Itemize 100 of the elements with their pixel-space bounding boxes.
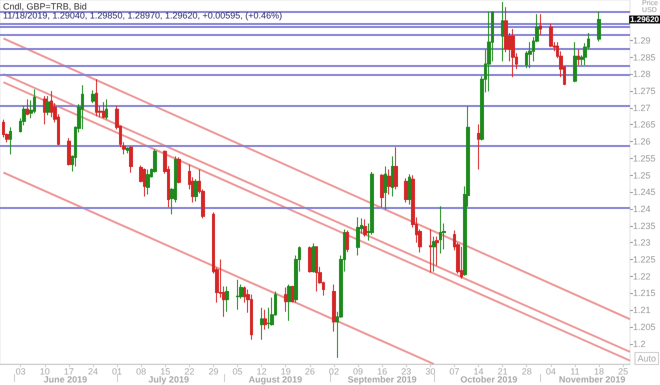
candlestick [435,236,439,266]
x-tick-label: 16 [377,366,388,376]
candlestick [384,166,387,210]
x-tick-label: 11 [570,366,580,376]
candlestick [263,309,267,330]
candlestick [477,124,480,170]
x-tick-label: 26 [304,366,315,376]
y-tick-label: 1.22 [633,271,651,282]
candlestick [67,138,71,166]
y-tick-label: 1.245 [633,187,656,198]
y-tick-label: 1.215 [633,288,656,298]
x2-tick-label: June 2019 [44,374,88,384]
text: 11/18/2019, 1.29040, 1.29850, 1.28970, 1.29620, +0.00595, (+0.46%) [3,10,282,20]
candlestick [380,174,384,208]
candlestick [2,119,5,138]
candlestick [43,96,47,125]
candlestick [287,284,291,322]
candlestick [363,218,367,238]
x-tick-label: 09 [353,366,364,376]
y-tick-label: 1.27 [633,102,651,113]
y-tick-label: 1.225 [633,254,656,265]
x-tick-label: 15 [160,366,170,376]
x-tick-label: 25 [618,366,628,376]
candlestick [153,148,157,174]
candlestick [95,78,98,117]
chart-title: Cndl, GBP=TRB, Bid [3,2,87,12]
y-tick-label: 1.29 [633,35,651,46]
x2-tick-label: August 2019 [248,374,302,384]
candlestick [194,178,198,202]
candlestick [91,90,95,104]
x2-tick-label: November 2019 [558,374,626,384]
candlestick [291,285,294,304]
candlestick [102,102,105,119]
candlestick [487,11,491,92]
y-tick-label: 1.28 [633,69,651,80]
y-tick-label: 1.24 [633,204,651,214]
y-tick-label: 1.205 [633,322,656,332]
candlestick [315,246,318,292]
y-tick-label: 1.285 [633,52,656,62]
candlestick [9,126,12,155]
candlestick [573,42,577,83]
x-tick-label: 12 [256,366,267,376]
x-tick-label: 21 [498,366,508,376]
candlestick [429,229,432,274]
x2-tick-label: October 2019 [460,374,518,384]
y-tick-label: 1.26 [633,136,651,147]
candlestick [394,146,398,190]
annotation: 1.29620 [630,15,660,24]
candlestick [143,168,146,197]
y-tick-label: 1.2 [633,338,646,349]
candlestick [539,14,542,36]
x-tick-label: 04 [546,366,556,376]
x-tick-label: 28 [522,366,532,376]
candlestick [432,236,436,272]
text: Auto [637,354,656,364]
candlestick [356,216,360,256]
x-tick-label: 22 [184,366,194,376]
candlestick [439,206,442,254]
candlestick [26,98,29,116]
candlestick [460,246,463,280]
candlestick [81,84,84,130]
x-tick-label: 14 [474,366,484,376]
x-tick-label: 23 [401,366,412,376]
y-tick-label: 1.235 [633,220,656,231]
x-tick-label: 30 [425,366,436,376]
candlestick [391,156,394,197]
x-tick-label: 29 [208,366,218,376]
x-tick-label: 19 [280,366,291,376]
candlestick [177,156,181,184]
candlestick [332,284,336,332]
y-tick-label: 1.255 [633,153,656,164]
y-tick-label: 1.25 [633,170,651,180]
candlestick [511,28,515,78]
candlestick [126,146,129,154]
x-tick-label: 18 [594,366,604,376]
candlestick [46,96,50,116]
y-tick-label: 1.275 [633,86,656,96]
x-tick-label: 17 [64,366,74,376]
candlestick [260,307,263,340]
x-tick-label: 08 [136,366,146,376]
candlestick [146,169,150,195]
candlestick [308,246,312,274]
candlestick [346,230,349,253]
x-tick-label: 03 [16,366,26,376]
candlestick [549,23,553,48]
x2-tick-label: July 2019 [148,374,189,384]
candlestick [129,146,133,174]
x-tick-label: 24 [88,366,98,376]
candlestick [597,11,601,42]
y-tick-label: 1.21 [633,305,651,316]
candlestick [408,174,411,206]
x-tick-label: 07 [449,366,460,376]
candlestick [404,178,408,204]
candlestick [312,242,315,274]
y-tick-label: 1.265 [633,120,656,130]
candlestick [577,48,580,66]
candlestick [387,169,391,195]
x-tick-label: 10 [40,366,50,376]
candlestick [225,286,229,312]
y-tick-label: 1.23 [633,238,651,248]
